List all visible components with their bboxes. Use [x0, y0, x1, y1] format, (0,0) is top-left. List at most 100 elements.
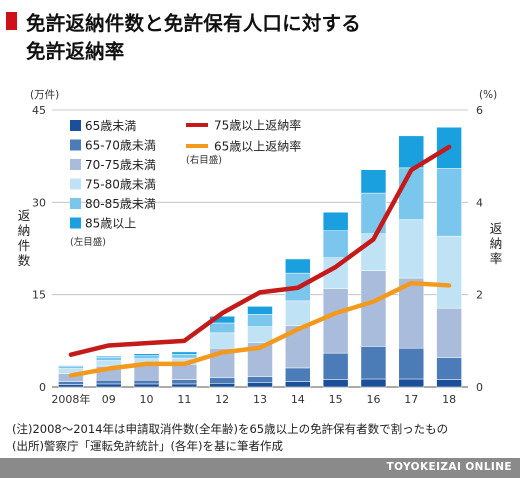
- legend-label: 75-80歳未満: [85, 178, 156, 192]
- left-axis-title: 返納件数: [18, 208, 31, 268]
- bar-segment: [95, 355, 122, 358]
- legend-swatch: [70, 217, 81, 229]
- legend-label: 80-85歳未満: [85, 197, 156, 211]
- chart-title-line1: 免許返納件数と免許保有人口に対する: [26, 12, 361, 35]
- legend-label: 65-70歳未満: [85, 139, 156, 153]
- right-tick-label: 4: [476, 196, 483, 209]
- bar-segment: [133, 355, 160, 359]
- bar-segment: [322, 230, 349, 258]
- right-axis-unit: (%): [479, 89, 497, 101]
- left-axis-unit: (万件): [30, 89, 59, 101]
- x-tick-label: 14: [291, 393, 305, 406]
- bar-segment: [285, 381, 311, 388]
- left-tick-label: 15: [32, 289, 46, 302]
- bar-segment: [360, 346, 387, 380]
- right-tick-label: 0: [476, 381, 483, 394]
- bar-segment: [58, 365, 84, 367]
- bar-segment: [247, 382, 273, 388]
- axis-title-char: 数: [18, 253, 31, 268]
- x-tick-label: 17: [404, 393, 418, 406]
- bar-segment: [171, 363, 198, 380]
- x-tick-label: 11: [177, 393, 191, 406]
- legend-swatch: [70, 139, 81, 151]
- bar-segment: [285, 258, 311, 274]
- bar-segment: [58, 381, 84, 385]
- bar-segment: [95, 379, 122, 385]
- bar-segment: [436, 307, 462, 358]
- legend-swatch: [70, 159, 81, 170]
- right-axis-title: 返納率: [490, 221, 503, 266]
- axis-title-char: 納: [18, 223, 31, 238]
- bar-segment: [322, 352, 349, 380]
- bar-segment: [360, 169, 387, 194]
- bar-segment: [171, 351, 198, 355]
- legend: 65歳未満 65-70歳未満 70-75歳未満 75-80歳未満 80-85歳未満 85歳…: [70, 118, 301, 248]
- axis-title-char: 率: [490, 251, 503, 266]
- bar-segment: [398, 347, 425, 380]
- left-tick-label: 45: [32, 104, 46, 117]
- x-tick-label: 13: [253, 393, 267, 406]
- note-line1: (注)2008～2014年は申請取消件数(全年齢)を65歳以上の免許保有者数で割…: [12, 422, 449, 436]
- bar-segment: [436, 168, 462, 237]
- footer-brand: TOYOKEIZAI ONLINE: [386, 461, 512, 473]
- left-tick-label: 0: [39, 381, 46, 394]
- bar-segment: [436, 379, 462, 388]
- legend-label: 85歳以上: [85, 217, 136, 231]
- x-tick-label: 12: [215, 393, 229, 406]
- bar-segment: [133, 379, 160, 385]
- chart-canvas: (万件) (%) 0 15 30 45 0 2 4 6 2008年 09 10 11 12 13 14 15 1…: [18, 89, 503, 406]
- x-tick-label: 18: [442, 393, 456, 406]
- bar-segment: [247, 326, 273, 343]
- bar-segment: [247, 376, 273, 383]
- x-tick-label: 10: [140, 393, 154, 406]
- legend-label: 65歳以上返納率: [214, 139, 301, 154]
- legend-note-right: (右目盛): [186, 154, 222, 166]
- title-marker: [6, 12, 17, 30]
- bar-segment: [171, 383, 198, 388]
- bar-segment: [247, 306, 273, 315]
- axis-title-char: 返: [18, 208, 31, 223]
- legend-note-left: (左目盛): [70, 236, 106, 248]
- axis-title-char: 返: [490, 221, 503, 236]
- axis-title-char: 納: [490, 236, 503, 251]
- bar-segment: [436, 357, 462, 380]
- series-line: [68, 144, 452, 357]
- bar-segment: [171, 379, 198, 385]
- chart-title-line2: 免許返納率: [26, 40, 125, 63]
- bar-segment: [58, 365, 84, 369]
- x-tick-label: 15: [329, 393, 343, 406]
- series-line: [68, 280, 452, 378]
- bar-segment: [171, 354, 198, 359]
- bar-segment: [95, 383, 122, 388]
- bar-segment: [322, 288, 349, 354]
- bar-segment: [322, 211, 349, 231]
- bar-segment: [133, 353, 160, 356]
- legend-label: 75歳以上返納率: [214, 118, 301, 133]
- bar-segment: [209, 332, 235, 349]
- legend-label: 70-75歳未満: [85, 158, 156, 172]
- bar-segment: [436, 235, 462, 309]
- bar-segment: [209, 322, 235, 334]
- x-tick-label: 2008年: [51, 392, 90, 406]
- legend-swatch: [70, 198, 81, 209]
- bar-segment: [58, 384, 84, 388]
- bar-segment: [360, 378, 387, 388]
- footer-bar: TOYOKEIZAI ONLINE: [0, 458, 520, 478]
- bar-segment: [322, 379, 349, 388]
- bar-segment: [133, 383, 160, 388]
- note-source: (出所)警察庁「運転免許統計」(各年)を基に筆者作成: [12, 439, 283, 453]
- bar-segment: [247, 314, 273, 327]
- bar-segment: [398, 277, 425, 349]
- bar-segment: [398, 219, 425, 279]
- legend-swatch: [70, 120, 81, 131]
- right-tick-label: 2: [476, 289, 483, 302]
- bar-segment: [95, 357, 122, 361]
- bar-segment: [398, 167, 425, 220]
- legend-label: 65歳未満: [85, 119, 136, 133]
- bar-segment: [360, 270, 387, 347]
- legend-swatch: [70, 178, 81, 190]
- bar-segment: [209, 383, 235, 388]
- bar-segment: [285, 367, 311, 382]
- left-tick-label: 30: [32, 196, 46, 209]
